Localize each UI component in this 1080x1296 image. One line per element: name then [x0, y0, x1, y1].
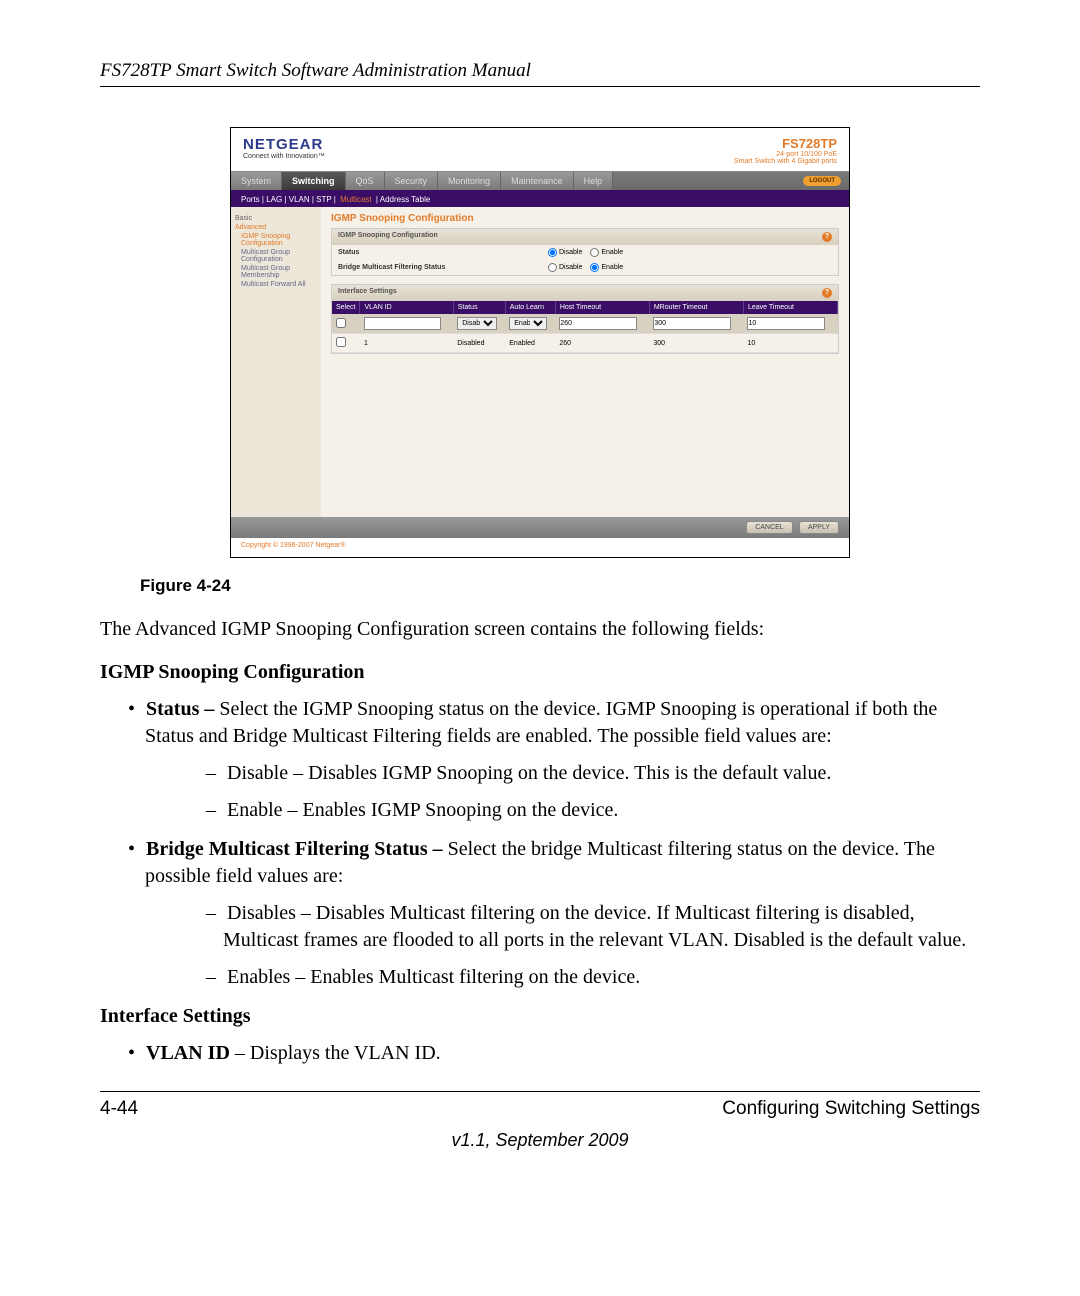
- interface-table: Select VLAN ID Status Auto Learn Host Ti…: [332, 301, 838, 353]
- section-igmp-config: IGMP Snooping Configuration: [100, 661, 980, 684]
- cell-vlanid: 1: [360, 334, 453, 353]
- bridge-enable-radio[interactable]: Enable: [590, 263, 623, 272]
- th-select: Select: [332, 301, 360, 314]
- dash-disables: Disables – Disables Multicast filtering …: [223, 900, 980, 954]
- status-enable-radio[interactable]: Enable: [590, 248, 623, 257]
- tab-switching[interactable]: Switching: [282, 172, 346, 190]
- logout-button[interactable]: LOGOUT: [803, 176, 841, 186]
- cell-leave: 10: [743, 334, 837, 353]
- cell-mrouter: 300: [649, 334, 743, 353]
- cancel-button[interactable]: CANCEL: [746, 521, 792, 534]
- th-status: Status: [453, 301, 505, 314]
- subtab-multicast[interactable]: Multicast: [340, 195, 372, 204]
- sidebar-multicast-group-membership[interactable]: Multicast Group Membership: [241, 265, 317, 279]
- vlanid-input[interactable]: [364, 317, 441, 330]
- figure-caption: Figure 4-24: [140, 576, 980, 596]
- interface-settings-panel: Interface Settings? Select VLAN ID Statu…: [331, 284, 839, 354]
- bridge-filter-label: Bridge Multicast Filtering Status: [338, 264, 498, 271]
- leavetimeout-input[interactable]: [747, 317, 824, 330]
- tab-maintenance[interactable]: Maintenance: [501, 172, 574, 190]
- cell-auto: Enabled: [505, 334, 555, 353]
- status-label: Status: [338, 249, 498, 256]
- sidebar-igmp-snooping[interactable]: IGMP Snooping Configuration: [241, 233, 317, 247]
- tab-system[interactable]: System: [231, 172, 282, 190]
- th-mroutertimeout: MRouter Timeout: [649, 301, 743, 314]
- sidebar-multicast-forward-all[interactable]: Multicast Forward All: [241, 281, 317, 288]
- dash-enable: Enable – Enables IGMP Snooping on the de…: [223, 797, 980, 824]
- subtabs-before[interactable]: Ports | LAG | VLAN | STP |: [241, 195, 338, 204]
- bullet-status: Status – Select the IGMP Snooping status…: [145, 696, 980, 824]
- copyright: Copyright © 1996-2007 Netgear®: [231, 538, 849, 557]
- cell-status: Disabled: [453, 334, 505, 353]
- main-tabs: System Switching QoS Security Monitoring…: [231, 171, 849, 192]
- model-desc1: 24-port 10/100 PoE: [734, 151, 837, 158]
- help-icon[interactable]: ?: [822, 232, 832, 242]
- page-title: IGMP Snooping Configuration: [331, 213, 839, 224]
- document-header: FS728TP Smart Switch Software Administra…: [100, 60, 980, 87]
- tab-qos[interactable]: QoS: [346, 172, 385, 190]
- section-interface-settings: Interface Settings: [100, 1005, 980, 1028]
- logo-tagline: Connect with Innovation™: [243, 153, 325, 160]
- apply-button[interactable]: APPLY: [799, 521, 839, 534]
- model-name: FS728TP: [734, 136, 837, 151]
- netgear-screenshot: NETGEAR Connect with Innovation™ FS728TP…: [230, 127, 850, 558]
- dash-disable: Disable – Disables IGMP Snooping on the …: [223, 760, 980, 787]
- dash-enables: Enables – Enables Multicast filtering on…: [223, 964, 980, 991]
- tab-security[interactable]: Security: [385, 172, 439, 190]
- sub-tabs: Ports | LAG | VLAN | STP | Multicast | A…: [231, 192, 849, 207]
- page-number: 4-44: [100, 1098, 138, 1120]
- th-vlanid: VLAN ID: [360, 301, 453, 314]
- tab-help[interactable]: Help: [574, 172, 614, 190]
- select-all-checkbox[interactable]: [336, 318, 346, 328]
- cell-host: 260: [555, 334, 649, 353]
- model-desc2: Smart Switch with 4 Gigabit ports: [734, 158, 837, 165]
- help-icon[interactable]: ?: [822, 288, 832, 298]
- document-footer: 4-44 Configuring Switching Settings: [100, 1091, 980, 1120]
- row-checkbox[interactable]: [336, 337, 346, 347]
- panel2-title: Interface Settings: [338, 288, 397, 298]
- mroutertimeout-input[interactable]: [653, 317, 731, 330]
- subtabs-after[interactable]: | Address Table: [374, 195, 431, 204]
- status-select[interactable]: Disable: [457, 317, 497, 330]
- th-leavetimeout: Leave Timeout: [743, 301, 837, 314]
- panel1-title: IGMP Snooping Configuration: [338, 232, 438, 242]
- bullet-vlanid: VLAN ID – Displays the VLAN ID.: [145, 1040, 980, 1067]
- bridge-disable-radio[interactable]: Disable: [548, 263, 582, 272]
- th-autolearn: Auto Learn: [505, 301, 555, 314]
- sidebar: Basic Advanced IGMP Snooping Configurati…: [231, 207, 321, 517]
- chapter-name: Configuring Switching Settings: [722, 1098, 980, 1120]
- intro-text: The Advanced IGMP Snooping Configuration…: [100, 616, 980, 643]
- autolearn-select[interactable]: Enable: [509, 317, 547, 330]
- th-hosttimeout: Host Timeout: [555, 301, 649, 314]
- bullet-bridge-filter: Bridge Multicast Filtering Status – Sele…: [145, 836, 980, 991]
- tab-monitoring[interactable]: Monitoring: [438, 172, 501, 190]
- hosttimeout-input[interactable]: [559, 317, 636, 330]
- sidebar-multicast-group-config[interactable]: Multicast Group Configuration: [241, 249, 317, 263]
- netgear-logo: NETGEAR: [243, 136, 325, 153]
- sidebar-basic[interactable]: Basic: [235, 215, 317, 222]
- igmp-config-panel: IGMP Snooping Configuration? Status Disa…: [331, 228, 839, 276]
- version-text: v1.1, September 2009: [100, 1130, 980, 1151]
- status-disable-radio[interactable]: Disable: [548, 248, 582, 257]
- sidebar-advanced[interactable]: Advanced: [235, 224, 317, 231]
